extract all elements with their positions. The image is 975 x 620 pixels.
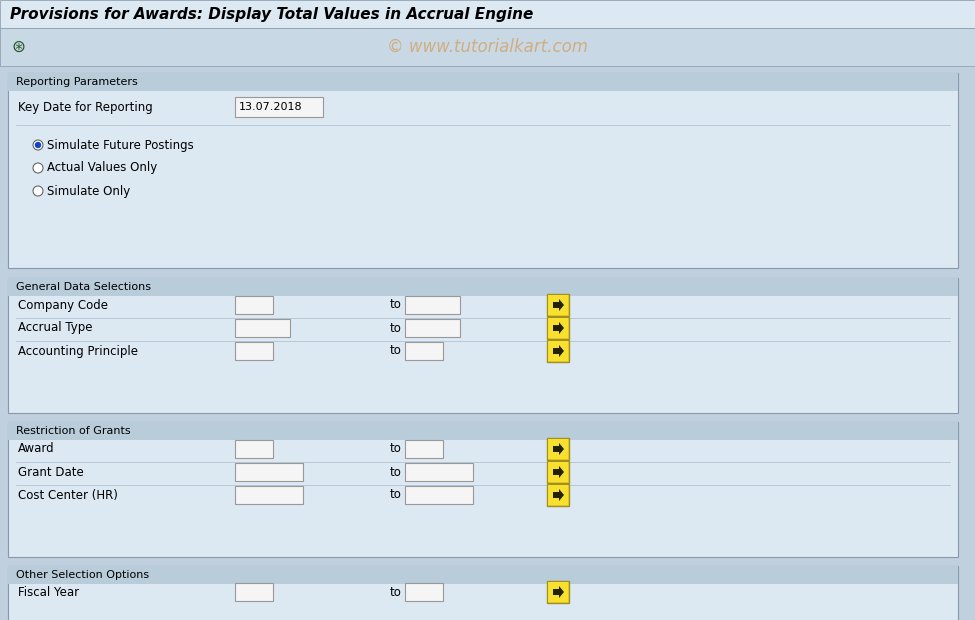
Bar bbox=[548, 485, 568, 505]
Bar bbox=[235, 486, 303, 504]
Text: Other Selection Options: Other Selection Options bbox=[16, 570, 149, 580]
Text: to: to bbox=[390, 322, 402, 335]
Text: Restriction of Grants: Restriction of Grants bbox=[16, 426, 131, 436]
Circle shape bbox=[33, 140, 43, 150]
Text: to: to bbox=[390, 466, 402, 479]
Bar bbox=[405, 486, 473, 504]
Bar bbox=[405, 342, 443, 360]
Text: Simulate Only: Simulate Only bbox=[47, 185, 131, 198]
Text: General Data Selections: General Data Selections bbox=[16, 282, 151, 292]
Polygon shape bbox=[553, 466, 564, 478]
Bar bbox=[547, 340, 569, 362]
Bar bbox=[405, 583, 443, 601]
Bar bbox=[235, 296, 273, 314]
Bar bbox=[548, 295, 568, 315]
Bar bbox=[547, 317, 569, 339]
Bar bbox=[547, 438, 569, 460]
Bar bbox=[8, 422, 958, 440]
Polygon shape bbox=[553, 322, 564, 334]
Bar bbox=[405, 463, 473, 481]
Text: to: to bbox=[390, 443, 402, 456]
Text: Accrual Type: Accrual Type bbox=[18, 322, 93, 335]
Bar bbox=[235, 583, 273, 601]
Text: Provisions for Awards: Display Total Values in Accrual Engine: Provisions for Awards: Display Total Val… bbox=[10, 6, 533, 22]
Text: to: to bbox=[390, 489, 402, 502]
Bar bbox=[8, 566, 958, 620]
Circle shape bbox=[35, 143, 41, 148]
Bar bbox=[548, 582, 568, 602]
Bar bbox=[547, 484, 569, 506]
Bar bbox=[235, 440, 273, 458]
Text: Accounting Principle: Accounting Principle bbox=[18, 345, 138, 358]
Text: Award: Award bbox=[18, 443, 55, 456]
Text: to: to bbox=[390, 298, 402, 311]
Text: Actual Values Only: Actual Values Only bbox=[47, 161, 157, 174]
Bar bbox=[547, 581, 569, 603]
Text: 13.07.2018: 13.07.2018 bbox=[239, 102, 302, 112]
Text: Reporting Parameters: Reporting Parameters bbox=[16, 77, 137, 87]
Circle shape bbox=[33, 186, 43, 196]
Bar bbox=[235, 342, 273, 360]
Bar bbox=[548, 439, 568, 459]
Bar bbox=[235, 319, 290, 337]
Text: Key Date for Reporting: Key Date for Reporting bbox=[18, 100, 153, 113]
Bar bbox=[8, 73, 958, 91]
Text: Grant Date: Grant Date bbox=[18, 466, 84, 479]
Polygon shape bbox=[553, 443, 564, 455]
Text: Cost Center (HR): Cost Center (HR) bbox=[18, 489, 118, 502]
Polygon shape bbox=[553, 586, 564, 598]
Bar bbox=[548, 462, 568, 482]
Bar bbox=[405, 296, 460, 314]
Text: Simulate Future Postings: Simulate Future Postings bbox=[47, 138, 194, 151]
Bar bbox=[8, 73, 958, 268]
Bar bbox=[8, 422, 958, 557]
Bar bbox=[548, 318, 568, 338]
Polygon shape bbox=[553, 345, 564, 357]
Bar bbox=[235, 463, 303, 481]
Text: to: to bbox=[390, 345, 402, 358]
Bar bbox=[235, 97, 323, 117]
Polygon shape bbox=[553, 489, 564, 501]
Polygon shape bbox=[553, 299, 564, 311]
Bar bbox=[405, 319, 460, 337]
Bar bbox=[547, 294, 569, 316]
Text: Fiscal Year: Fiscal Year bbox=[18, 585, 79, 598]
Bar bbox=[405, 440, 443, 458]
Bar bbox=[0, 0, 975, 28]
Bar bbox=[8, 278, 958, 296]
Text: ⊛: ⊛ bbox=[11, 38, 25, 56]
Text: © www.tutorialkart.com: © www.tutorialkart.com bbox=[387, 38, 588, 56]
Bar bbox=[0, 28, 975, 66]
Bar bbox=[548, 341, 568, 361]
Bar bbox=[8, 566, 958, 584]
Bar bbox=[8, 278, 958, 413]
Text: Company Code: Company Code bbox=[18, 298, 108, 311]
Bar bbox=[547, 461, 569, 483]
Text: to: to bbox=[390, 585, 402, 598]
Circle shape bbox=[33, 163, 43, 173]
